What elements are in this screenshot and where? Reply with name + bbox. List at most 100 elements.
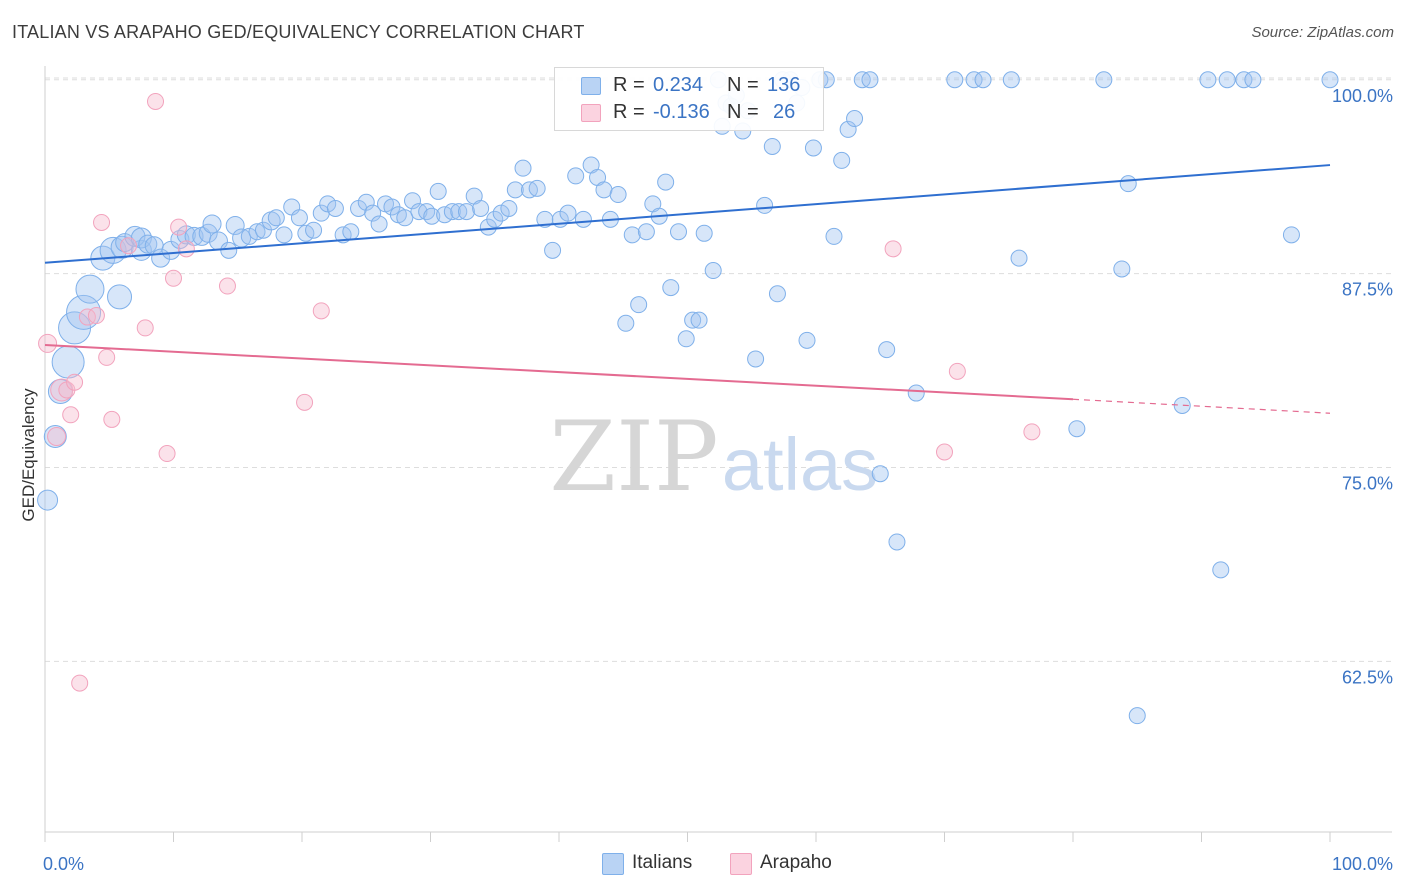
n-value: 136 [767, 74, 801, 96]
arapaho-point [120, 237, 138, 255]
italians-point [396, 209, 414, 227]
italians-point [888, 533, 906, 551]
grid-lines [45, 77, 1395, 662]
italians-point [559, 204, 577, 222]
italians-point [107, 284, 133, 310]
italians-point [804, 139, 822, 157]
italians-point [305, 221, 323, 239]
italians-point [198, 223, 218, 243]
arapaho-point [1023, 423, 1041, 441]
italians-point [574, 210, 592, 228]
arapaho-legend-swatch [730, 853, 752, 875]
italians-point [1199, 71, 1217, 89]
italians-point [704, 262, 722, 280]
series-legend: Italians Arapaho [602, 852, 862, 876]
italians-point [1282, 226, 1300, 244]
n-value: 26 [773, 101, 796, 123]
italians-point [609, 186, 627, 204]
r-label: R = [613, 101, 645, 123]
arapaho-point [66, 373, 84, 391]
arapaho-point [165, 269, 182, 287]
tick-labels: 100.0% 87.5% 75.0% 62.5% 0.0% 100.0% [43, 86, 1393, 874]
italians-point [839, 120, 857, 138]
italians-point [1002, 71, 1020, 89]
italians-point [756, 196, 774, 214]
italians-point [357, 193, 375, 211]
italians-point [907, 384, 925, 402]
italians-point [617, 314, 635, 332]
watermark: ZIP atlas [549, 401, 878, 513]
italians-point [404, 192, 422, 210]
r-value: -0.136 [653, 101, 710, 123]
trend-lines [44, 164, 1331, 414]
italians-point [825, 227, 843, 245]
n-label: N = [727, 101, 759, 123]
italians-point [623, 226, 641, 244]
italians-point [1244, 71, 1262, 89]
italians-point [486, 210, 504, 228]
chart-title: ITALIAN VS ARAPAHO GED/EQUIVALENCY CORRE… [12, 22, 585, 42]
italians-point [670, 223, 688, 241]
italians-point [124, 225, 146, 247]
arapaho-point [103, 410, 121, 428]
italians-point [1128, 707, 1146, 725]
italians-point [1010, 249, 1028, 267]
italians-point [364, 204, 382, 222]
italians-point [472, 199, 490, 217]
italians-point [965, 71, 983, 89]
arapaho-point [87, 307, 105, 325]
italians-trend-line [44, 164, 1331, 264]
r-value: 0.234 [653, 74, 704, 96]
italians-point [429, 182, 447, 200]
italians-point [75, 274, 105, 304]
italians-point [1068, 420, 1086, 438]
arapaho-point [93, 213, 111, 231]
italians-point [662, 279, 680, 297]
legend-row-arapaho: R = -0.136 N = 26 [555, 99, 823, 127]
italians-point [637, 223, 655, 241]
arapaho-point [98, 348, 116, 366]
n-label: N = [727, 74, 759, 96]
arapaho-legend-label: Arapaho [760, 852, 832, 873]
arapaho-point [136, 319, 154, 337]
source-label: Source: ZipAtlas.com [1251, 24, 1394, 41]
y-tick-label: 75.0% [1342, 474, 1393, 494]
italians-point [1173, 396, 1191, 414]
italians-swatch [581, 77, 601, 95]
italians-point [763, 137, 781, 155]
arapaho-point [47, 426, 67, 446]
italians-point [457, 203, 475, 221]
watermark-zip: ZIP [549, 401, 718, 513]
italians-point [747, 350, 765, 368]
y-tick-label: 87.5% [1342, 280, 1393, 300]
correlation-legend: R = 0.234 N = 136 R = -0.136 N = 26 [554, 67, 824, 131]
italians-point [567, 167, 585, 185]
arapaho-point [218, 277, 236, 295]
watermark-atlas: atlas [722, 423, 878, 506]
legend-row-italians: R = 0.234 N = 136 [555, 72, 823, 100]
italians-point [370, 215, 388, 233]
y-axis-label: GED/Equivalency [19, 388, 38, 522]
italians-point [1119, 175, 1137, 193]
italians-point [878, 341, 896, 359]
arapaho-trend-line [44, 343, 1074, 401]
italians-point [768, 285, 786, 303]
arapaho-trend-extension [1072, 398, 1331, 414]
italians-point [275, 226, 293, 244]
italians-point [514, 159, 532, 177]
arapaho-point [936, 443, 953, 461]
arapaho-swatch [581, 104, 601, 122]
italians-point [267, 209, 285, 227]
arapaho-point [78, 308, 96, 326]
italians-point [528, 179, 546, 197]
italians-point [423, 207, 441, 225]
arapaho-point [296, 393, 314, 411]
italians-point [677, 330, 695, 348]
arapaho-point [38, 333, 58, 353]
italians-point [798, 331, 816, 349]
italians-point [1235, 71, 1253, 89]
italians-point [846, 110, 864, 128]
italians-point [695, 224, 713, 242]
italians-point [202, 214, 222, 234]
